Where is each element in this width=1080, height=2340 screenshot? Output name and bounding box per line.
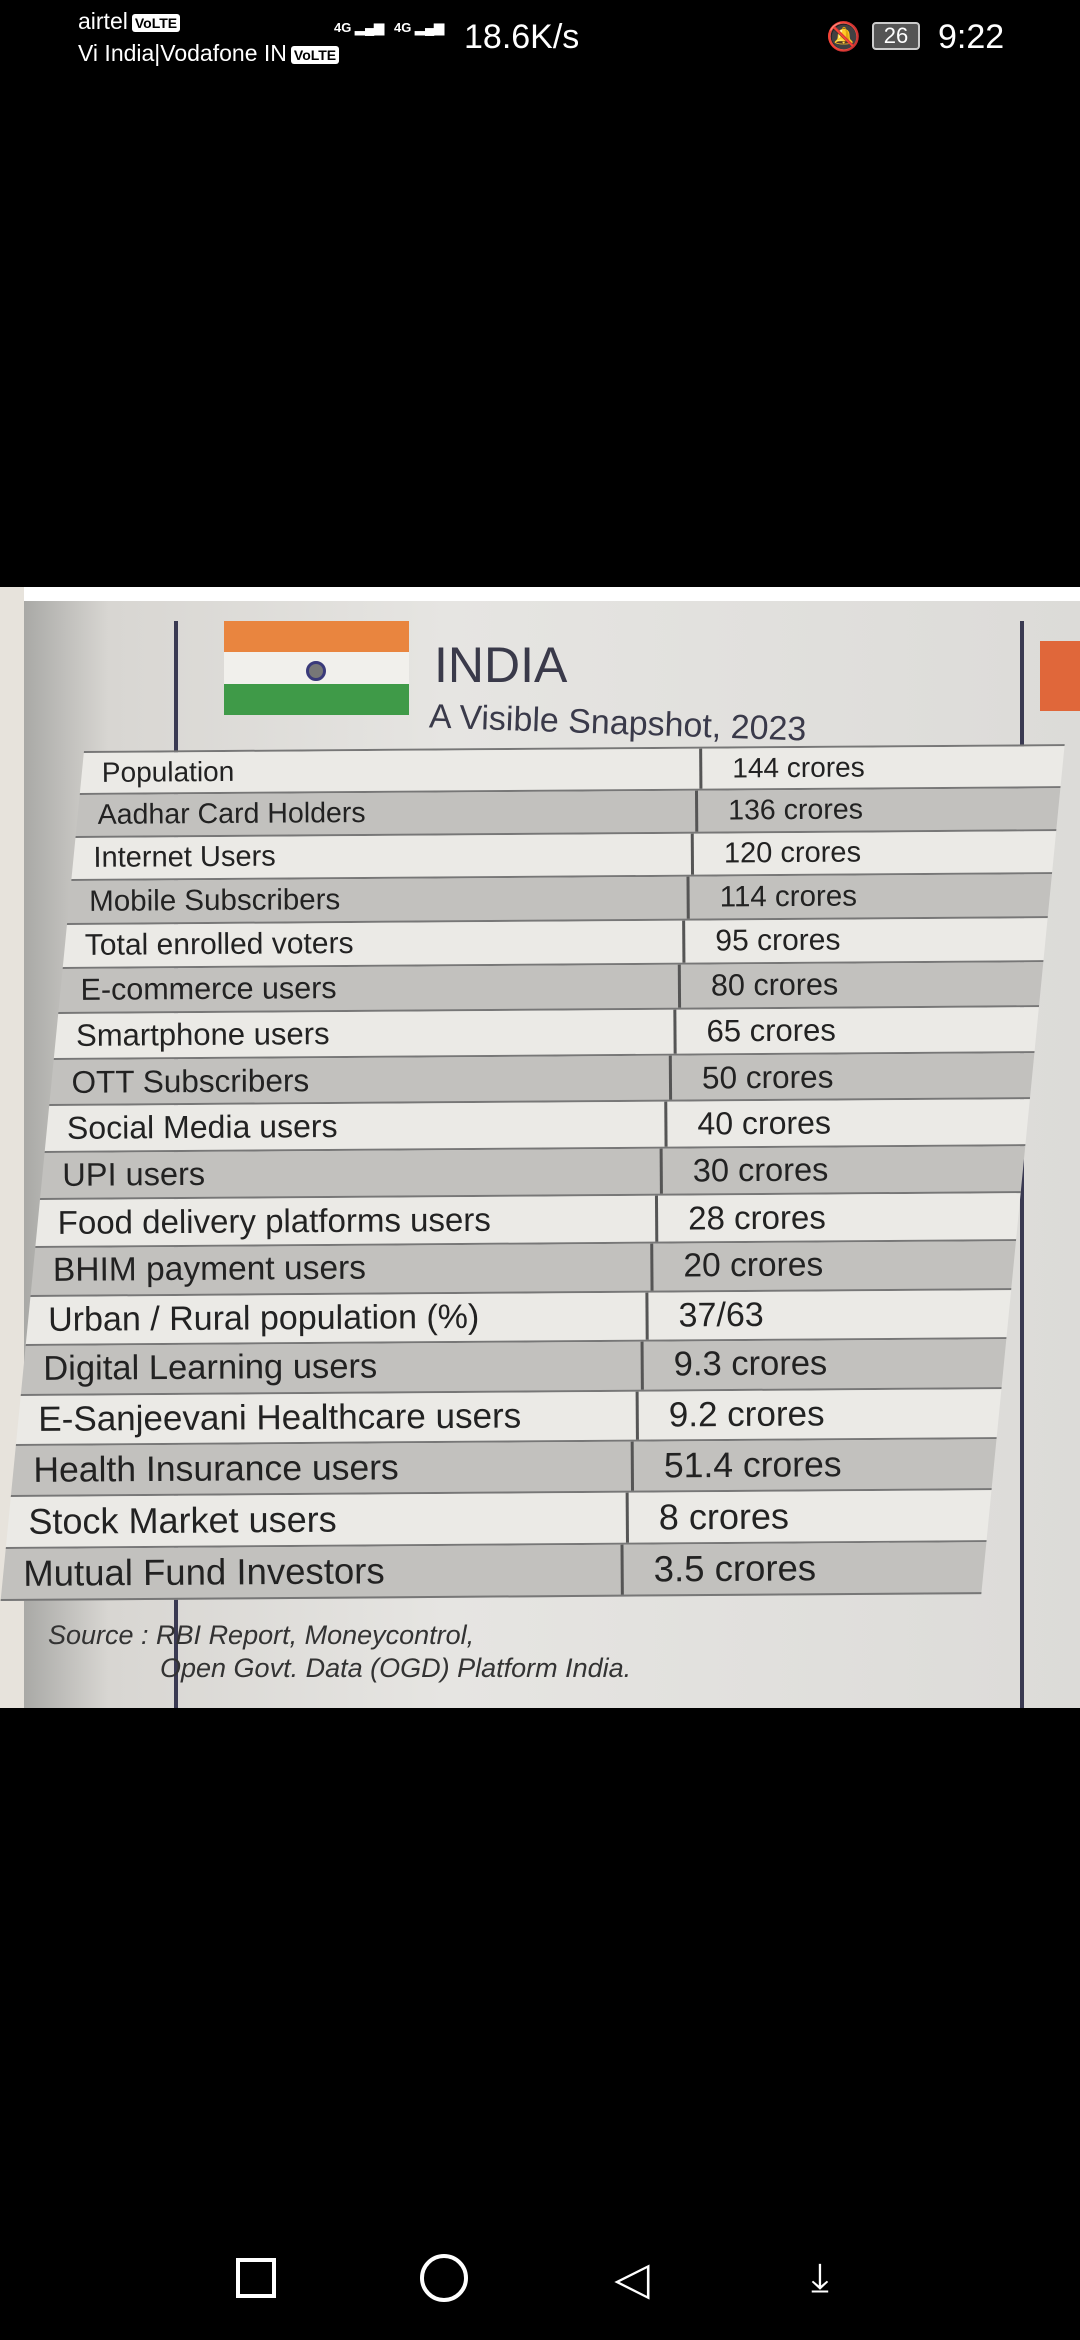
row-label: OTT Subscribers [51, 1055, 673, 1104]
row-label: UPI users [42, 1148, 663, 1198]
row-label: Mutual Fund Investors [3, 1544, 624, 1599]
table-row: Total enrolled voters 95 crores [62, 917, 1048, 969]
table-row: Mobile Subscribers 114 crores [66, 873, 1052, 925]
india-flag-icon [224, 621, 409, 716]
row-value: 65 crores [706, 1012, 836, 1049]
row-value: 50 crores [701, 1058, 834, 1096]
table-row: E-commerce users 80 crores [58, 962, 1044, 1014]
volte-badge: VoLTE [131, 13, 181, 32]
row-value: 40 crores [697, 1104, 832, 1142]
carrier-2: Vi India|Vodafone IN VoLTE [78, 40, 340, 67]
row-value: 120 crores [723, 836, 862, 870]
row-value: 114 crores [719, 879, 858, 914]
row-label: Stock Market users [8, 1492, 629, 1547]
table-row: Internet Users 120 crores [71, 830, 1057, 881]
table-row: Aadhar Card Holders 136 crores [75, 788, 1061, 838]
battery-icon: 26 [872, 22, 920, 50]
row-value: 144 crores [732, 751, 865, 784]
signal-icon-2: 4G ▂▄▆ [394, 20, 445, 35]
table-row: Population 144 crores [79, 746, 1065, 795]
table-row: Food delivery platforms users 28 crores [35, 1193, 1021, 1248]
bell-muted-icon: 🔕 [826, 21, 861, 52]
row-label: E-commerce users [60, 964, 682, 1012]
row-value: 30 crores [692, 1151, 829, 1188]
table-row: Smartphone users 65 crores [53, 1007, 1039, 1060]
volte-badge: VoLTE [290, 45, 340, 64]
row-label: Digital Learning users [23, 1341, 644, 1394]
row-label: Health Insurance users [13, 1441, 635, 1495]
row-value: 80 crores [710, 967, 839, 1003]
row-label: Smartphone users [55, 1009, 677, 1058]
image-border [24, 587, 1080, 601]
pull-down-arrow-icon: ⤓ [811, 2255, 829, 2300]
row-value: 136 crores [728, 793, 864, 827]
status-bar: airtel VoLTE Vi India|Vodafone IN VoLTE 4G… [0, 0, 1080, 80]
notification-pull-button[interactable]: ⤓ [790, 2248, 850, 2308]
signal-icon-1: 4G ▂▄▆ [334, 20, 385, 35]
row-label: Food delivery platforms users [37, 1195, 659, 1246]
photo-viewer-image[interactable]: INDIA A Visible Snapshot, 2023 Populatio… [0, 587, 1080, 1708]
row-label: Urban / Rural population (%) [27, 1292, 649, 1344]
navigation-bar: ◁ ⤓ [0, 2230, 1080, 2340]
back-button[interactable]: ◁ [602, 2248, 662, 2308]
table-row: UPI users 30 crores [39, 1145, 1026, 1200]
table-row: Health Insurance users 51.4 crores [10, 1439, 997, 1497]
row-label: E-Sanjeevani Healthcare users [18, 1391, 639, 1444]
clipping-title: INDIA [434, 637, 568, 693]
row-value: 3.5 crores [653, 1546, 817, 1589]
row-label: Internet Users [73, 833, 695, 879]
home-button[interactable] [414, 2248, 474, 2308]
adjacent-clipping-edge [1040, 641, 1080, 711]
statistics-table: Population 144 crores Aadhar Card Holders 1… [0, 744, 1065, 1601]
row-value: 8 crores [658, 1495, 790, 1538]
table-row: OTT Subscribers 50 crores [49, 1052, 1035, 1106]
row-value: 95 crores [715, 923, 841, 958]
source-line-2: Open Govt. Data (OGD) Platform India. [160, 1653, 632, 1683]
table-row: Urban / Rural population (%) 37/63 [25, 1289, 1012, 1346]
source-line-1: Source : RBI Report, Moneycontrol, [48, 1620, 475, 1650]
circle-icon [420, 2254, 468, 2302]
row-label: BHIM payment users [32, 1243, 654, 1295]
table-row: BHIM payment users 20 crores [30, 1241, 1016, 1297]
row-value: 9.2 crores [668, 1393, 825, 1434]
row-label: Aadhar Card Holders [77, 790, 699, 836]
row-value: 9.3 crores [673, 1344, 828, 1384]
carrier-1: airtel VoLTE [78, 8, 181, 35]
newspaper-clipping: INDIA A Visible Snapshot, 2023 Populatio… [0, 601, 1080, 1708]
table-row: Social Media users 40 crores [44, 1098, 1030, 1153]
table-row: Mutual Fund Investors 3.5 crores [0, 1541, 987, 1601]
back-triangle-icon: ◁ [614, 2252, 650, 2304]
row-value: 37/63 [678, 1295, 764, 1334]
row-label: Social Media users [46, 1101, 668, 1151]
recents-button[interactable] [226, 2248, 286, 2308]
table-row: E-Sanjeevani Healthcare users 9.2 crores [15, 1388, 1002, 1446]
row-label: Population [81, 748, 703, 793]
ashoka-chakra-icon [306, 661, 326, 681]
row-label: Total enrolled voters [64, 920, 686, 967]
row-value: 28 crores [688, 1198, 826, 1237]
clock: 9:22 [938, 18, 1005, 56]
row-value: 51.4 crores [663, 1444, 842, 1486]
table-row: Digital Learning users 9.3 crores [20, 1338, 1007, 1396]
source-note: Source : RBI Report, Moneycontrol, Open … [48, 1619, 631, 1685]
row-label: Mobile Subscribers [69, 876, 690, 923]
row-value: 20 crores [683, 1246, 824, 1285]
square-icon [236, 2258, 276, 2298]
table-row: Stock Market users 8 crores [5, 1490, 992, 1549]
network-speed: 18.6K/s [464, 18, 580, 56]
